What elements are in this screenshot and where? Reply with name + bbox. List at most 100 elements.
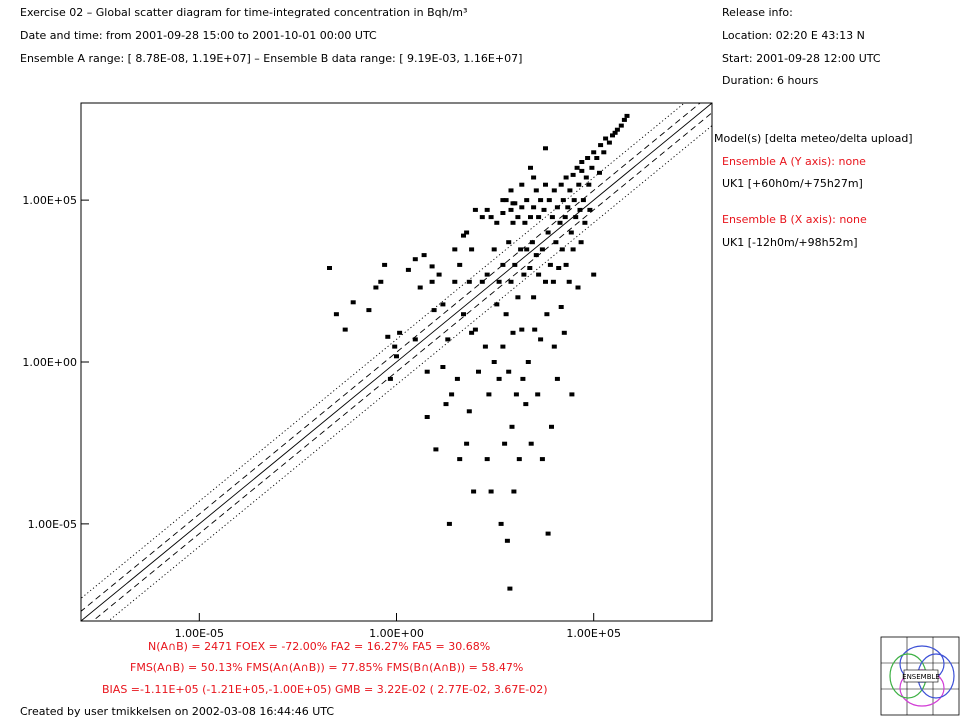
scatter-point [392,344,398,349]
scatter-point [412,257,418,262]
scatter-point [578,240,584,245]
scatter-point [533,253,539,258]
scatter-point [484,457,490,462]
reference-line-dotted-lower [107,125,712,621]
scatter-point [528,165,533,170]
scatter-point [603,136,609,141]
scatter-point [516,457,522,462]
scatter-point [533,188,539,193]
scatter-point [494,220,500,225]
scatter-point [594,156,600,160]
scatter-point [577,207,583,212]
chart-title: Exercise 02 – Global scatter diagram for… [20,6,468,19]
logo-text: ENSEMBLE [902,673,940,681]
scatter-point [350,300,356,305]
scatter-point [520,376,526,381]
reference-line-dashed-lower [92,112,712,621]
scatter-point [500,211,506,215]
scatter-point [515,295,521,300]
scatter-point [457,457,463,462]
scatter-point [446,521,452,526]
y-tick-label: 1.00E+00 [22,356,77,369]
scatter-point [579,160,585,164]
scatter-point [554,205,560,210]
scatter-point [576,182,582,187]
scatter-point [598,143,604,148]
scatter-point [529,240,535,245]
scatter-point [589,165,595,170]
scatter-point [597,170,602,175]
scatter-point [500,198,506,203]
scatter-point [570,247,576,252]
scatter-point [511,489,517,494]
scatter-point [568,230,574,235]
scatter-point [543,182,548,187]
release-location: Location: 02:20 E 43:13 N [722,29,865,42]
date-range: Date and time: from 2001-09-28 15:00 to … [20,29,377,42]
scatter-point [618,123,624,128]
scatter-point [452,247,458,252]
scatter-point [610,133,615,138]
scatter-point [621,117,627,122]
scatter-point [472,207,478,212]
reference-line-dotted-upper [81,103,686,599]
scatter-point [510,330,516,335]
scatter-point [518,247,524,252]
scatter-point [461,312,466,317]
scatter-point [591,272,597,277]
scatter-point [482,344,488,349]
scatter-point [454,376,460,381]
scatter-point [464,441,470,446]
scatter-point [612,130,618,135]
release-duration: Duration: 6 hours [722,74,819,87]
scatter-point [421,253,427,258]
scatter-point [445,337,451,342]
scatter-point [545,531,551,536]
scatter-point [561,330,567,335]
ensemble-b-model: UK1 [-12h0m/+98h52m] [722,236,858,249]
scatter-point [484,207,490,212]
scatter-point [378,279,384,284]
scatter-point [553,240,559,245]
scatter-point [508,207,514,212]
scatter-point [538,198,544,203]
stats-line-1: N(A∩B) = 2471 FOEX = -72.00% FA2 = 16.27… [148,640,491,653]
scatter-point [535,392,541,397]
scatter-point [522,220,528,225]
ensemble-a-label: Ensemble A (Y axis): none [722,155,866,168]
scatter-point [476,369,481,374]
scatter-point [464,230,470,235]
scatter-point [503,312,509,317]
scatter-point [566,279,572,284]
scatter-point [502,441,508,446]
scatter-point [544,312,550,317]
scatter-point [524,198,530,203]
scatter-point [397,330,403,335]
scatter-point [503,198,509,203]
scatter-point [366,308,372,313]
scatter-point [569,392,575,397]
scatter-point [558,305,564,309]
scatter-point [387,376,393,381]
scatter-point [491,247,497,252]
release-start: Start: 2001-09-28 12:00 UTC [722,52,881,65]
scatter-point [536,215,542,220]
scatter-point [575,285,581,290]
scatter-point [466,279,472,284]
reference-line-solid [81,103,712,621]
scatter-point [558,182,564,187]
scatter-point [560,198,566,203]
scatter-point [469,330,475,335]
scatter-point [585,156,591,160]
scatter-point [429,279,435,284]
scatter-point [479,279,485,284]
scatter-point [500,344,506,349]
scatter-point [486,392,492,397]
y-axis-ticks: 1.00E-05 1.00E+00 1.00E+05 [22,194,89,531]
scatter-point [521,272,527,277]
scatter-point [551,188,557,193]
scatter-point [394,354,399,359]
scatter-point [574,165,580,170]
scatter-point [500,262,506,267]
